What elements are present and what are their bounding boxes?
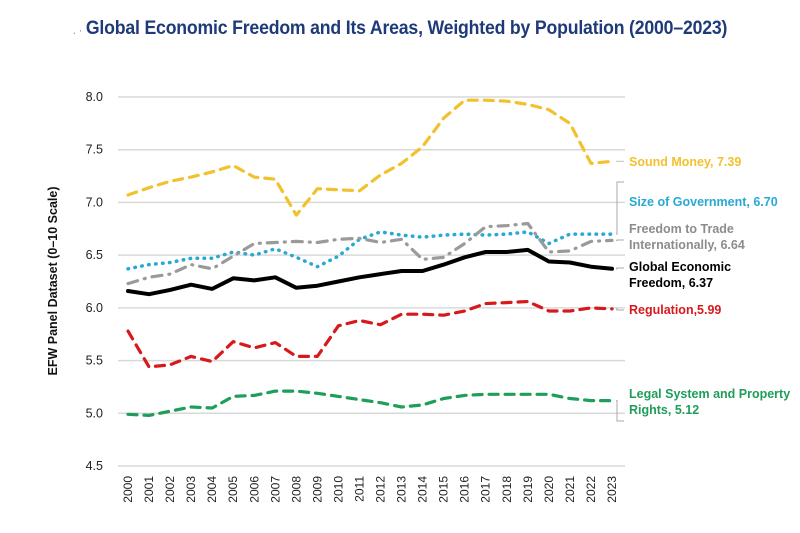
gridlines [118,96,625,467]
series-line-freedom-to-trade-internationally [126,221,614,286]
y-tick-label: 6.5 [86,248,103,262]
series-line-size-of-government [126,230,614,271]
leader-line [616,267,624,270]
x-tick-label: 2001 [142,476,156,503]
y-tick-label: 8.0 [86,90,103,104]
series-label: Sound Money, 7.39 [629,155,741,169]
title-artifact: . · [72,23,83,37]
series-label: Regulation,5.99 [629,303,721,317]
series-lines [126,98,614,417]
x-tick-label: 2007 [268,476,282,503]
series-label: Legal System and Property [629,387,790,401]
series-line-global-economic-freedom [126,247,614,297]
x-tick-label: 2010 [331,476,345,503]
series-label: Rights, 5.12 [629,403,699,417]
x-tick-label: 2015 [437,476,451,503]
x-tick-label: 2009 [310,476,324,503]
x-tick-label: 2002 [163,476,177,503]
y-tick-label: 4.5 [86,459,103,473]
series-label: Size of Government, 6.70 [629,195,778,209]
y-tick-label: 7.0 [86,195,103,209]
x-tick-label: 2011 [352,476,366,502]
series-line-legal-system-and-property-rights [126,389,614,417]
x-tick-label: 2005 [226,476,240,503]
x-tick-label: 2012 [374,476,388,503]
y-axis-ticks: 4.5 5.0 5.5 6.0 6.5 7.0 7.5 8.0 [86,90,103,473]
leader-line [616,308,624,311]
x-tick-label: 2020 [542,476,556,503]
leader-line [616,181,624,235]
x-tick-label: 2019 [521,476,535,503]
series-line-sound-money [126,98,614,217]
y-tick-label: 5.5 [86,354,103,368]
chart-title: . · Global Economic Freedom and Its Areas… [28,18,772,40]
x-tick-label: 2006 [247,476,261,503]
series-line-regulation [126,299,614,369]
x-tick-label: 2008 [289,476,303,503]
y-tick-label: 7.5 [86,143,103,157]
x-tick-label: 2022 [584,476,598,503]
x-tick-label: 2023 [605,476,619,503]
label-leader-lines [616,160,624,422]
x-tick-label: 2016 [458,476,472,503]
chart-title-text: Global Economic Freedom and Its Areas, W… [85,18,728,39]
x-tick-label: 2003 [184,476,198,503]
x-tick-label: 2004 [205,476,219,503]
series-label: Freedom, 6.37 [629,276,713,290]
x-tick-label: 2017 [479,476,493,503]
x-tick-label: 2013 [395,476,409,503]
x-tick-label: 2018 [500,476,514,503]
y-tick-label: 6.0 [86,301,103,315]
series-label: Internationally, 6.64 [629,238,745,252]
x-tick-label: 2000 [121,476,135,503]
y-tick-label: 5.0 [86,406,103,420]
y-axis-title: EFW Panel Dataset (0–10 Scale) [46,187,60,376]
x-tick-label: 2021 [563,476,577,503]
series-label: Freedom to Trade [629,222,734,236]
x-tick-label: 2014 [416,476,430,503]
leader-line [616,400,624,422]
series-labels: Sound Money, 7.39 Size of Government, 6.7… [629,155,790,417]
x-axis-ticks: 2000 2001 2002 2003 2004 2005 2006 2007 2008 2009… [121,476,619,503]
series-label: Global Economic [629,260,731,274]
